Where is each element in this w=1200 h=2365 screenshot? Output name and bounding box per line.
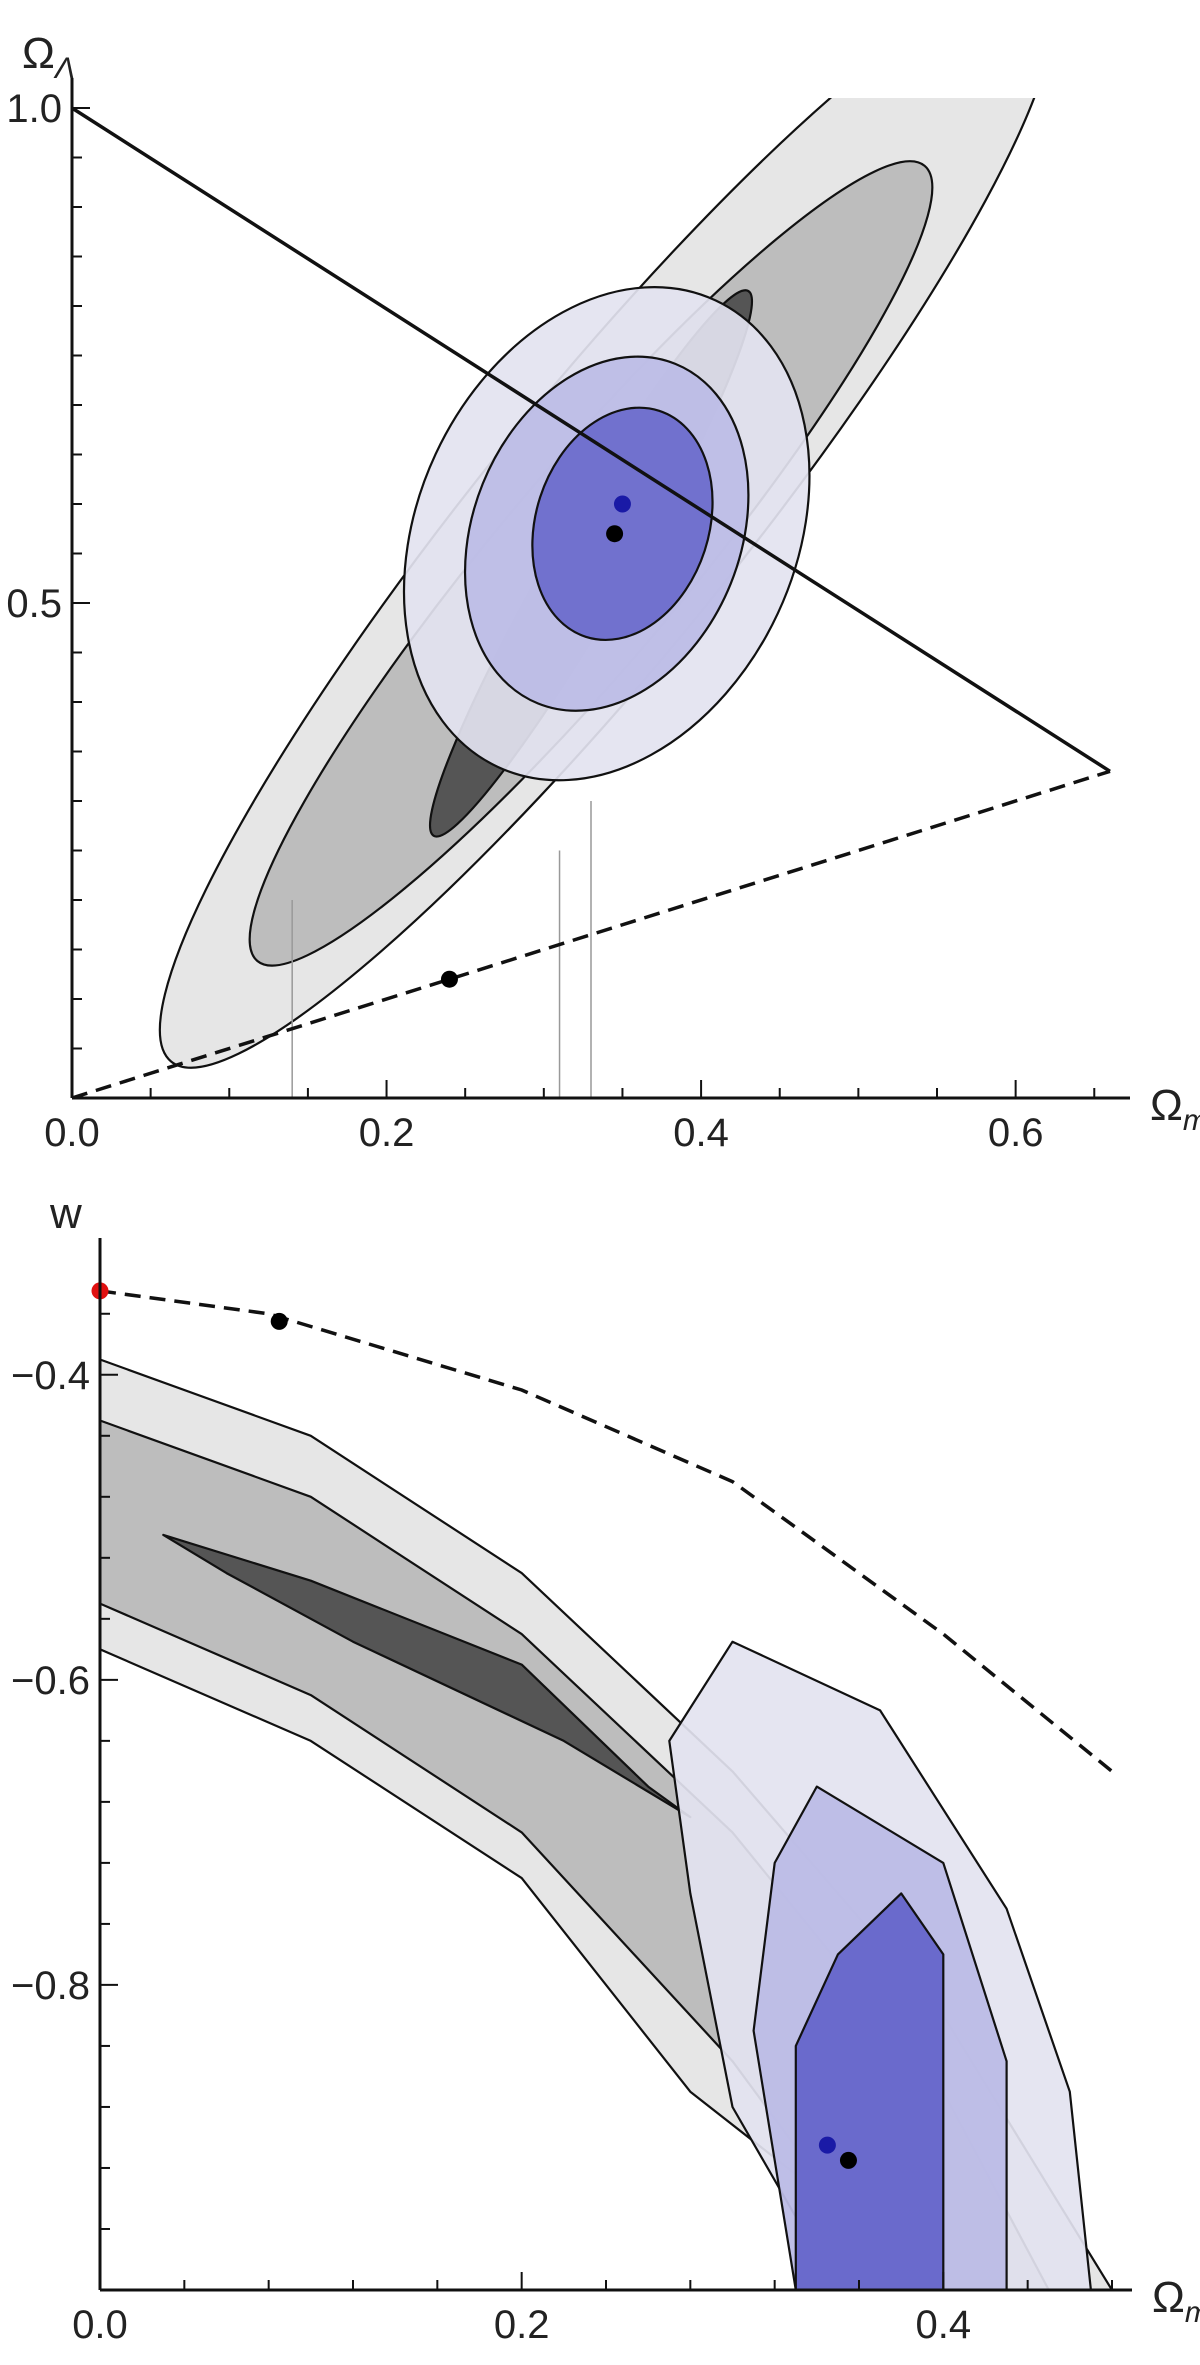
black-point xyxy=(440,970,458,988)
x-tick-label: 0.4 xyxy=(673,1111,729,1155)
dashed-line xyxy=(71,769,1111,1100)
x-axis-subscript: m xyxy=(1183,1104,1200,1137)
x-tick-label: 0.0 xyxy=(72,2303,128,2347)
black-point xyxy=(606,525,624,543)
black-point xyxy=(839,2151,857,2169)
y-axis-title: w xyxy=(49,1189,82,1238)
x-axis-subscript: m xyxy=(1185,2296,1200,2329)
blue-point xyxy=(613,495,631,513)
x-axis-title: Ωm xyxy=(1150,1081,1200,1137)
x-tick-label: 0.2 xyxy=(494,2303,550,2347)
contour-blue-inner xyxy=(531,406,714,642)
x-tick-label: 0.2 xyxy=(359,1111,415,1155)
x-axis-title: Ωm xyxy=(1152,2273,1200,2329)
y-tick-label: 1.0 xyxy=(6,87,62,131)
y-axis-subscript: Λ xyxy=(53,52,75,85)
contour-blue-inner xyxy=(794,1892,945,2290)
x-tick-label: 0.0 xyxy=(44,1111,100,1155)
dashed-line xyxy=(99,1289,1114,1773)
y-tick-label: −0.4 xyxy=(11,1354,90,1398)
solid-line xyxy=(71,106,1111,773)
plot-area xyxy=(100,1358,1114,2290)
plot-area xyxy=(158,98,1055,1098)
top-plot: 0.0 0.2 0.4 0.6 0.5 1.0 Ωm ΩΛ xyxy=(6,29,1200,1155)
x-tick-label: 0.4 xyxy=(916,2303,972,2347)
y-tick-label: −0.6 xyxy=(11,1659,90,1703)
blue-point xyxy=(818,2136,836,2154)
x-tick-label: 0.6 xyxy=(988,1111,1044,1155)
y-tick-label: −0.8 xyxy=(11,1964,90,2008)
y-axis-title: ΩΛ xyxy=(22,29,75,85)
black-point xyxy=(270,1312,288,1330)
y-tick-label: 0.5 xyxy=(6,582,62,626)
bottom-plot: 0.0 0.2 0.4 −0.4 −0.6 −0.8 Ωm w xyxy=(11,1189,1200,2347)
